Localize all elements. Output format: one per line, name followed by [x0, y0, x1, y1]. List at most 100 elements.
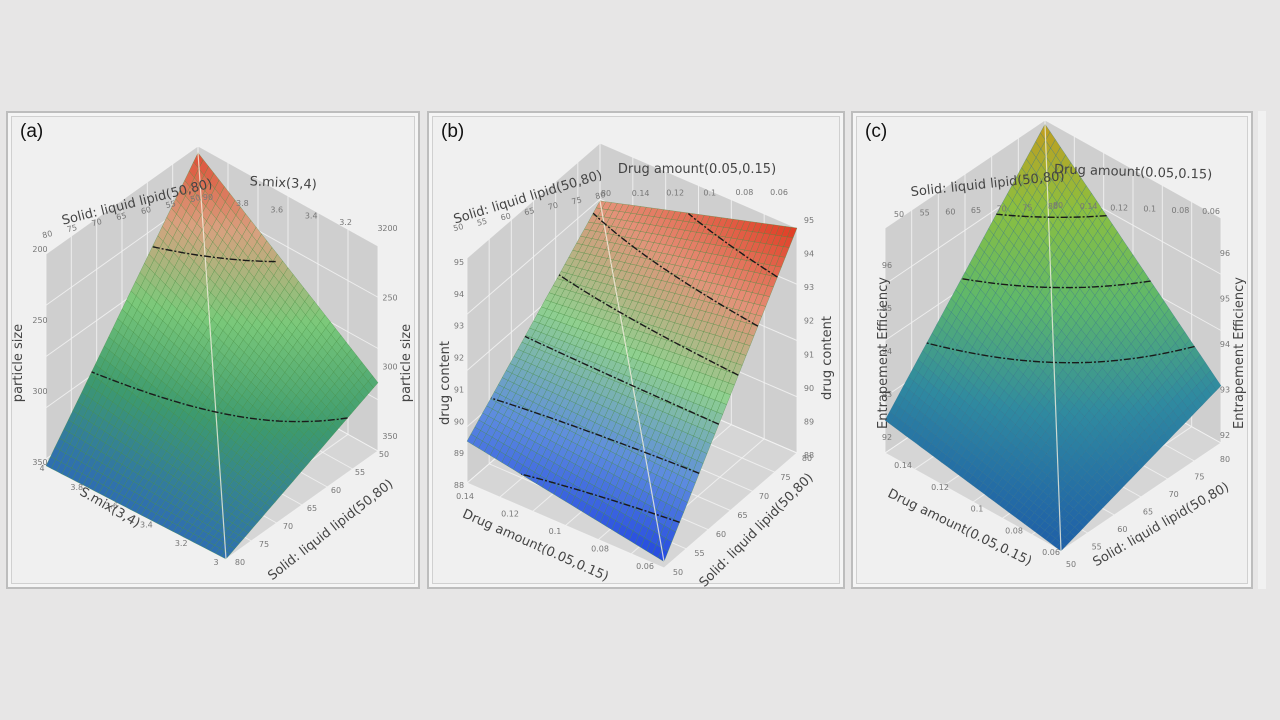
surface-plot-a: Solid: liquid lipid(50,80) S.mix(3,4)8075…: [11, 145, 414, 584]
tick-label: 3.2: [175, 539, 188, 548]
z-tick-label: 93: [882, 390, 892, 399]
tick-label: 80: [1220, 455, 1230, 464]
tick-label: 80: [235, 558, 245, 567]
z-axis-title-left: drug content: [438, 341, 453, 425]
tick-label: 75: [571, 195, 583, 206]
tick-label: 0.08: [591, 545, 609, 554]
x-axis-title-top: Drug amount(0.05,0.15): [618, 162, 776, 177]
tick-label: 55: [694, 549, 704, 558]
surface-diagonal: [1044, 124, 1062, 552]
z-tick-label: 95: [1220, 295, 1230, 304]
tick-label: 50: [673, 568, 683, 577]
tick-label: 0.06: [1202, 207, 1220, 216]
tick-label: 65: [307, 504, 317, 513]
tick-label: 50: [1066, 560, 1076, 569]
tick-label: 0.12: [931, 483, 949, 492]
surface-diagonal: [599, 200, 665, 562]
tick-label: 55: [165, 199, 177, 210]
tick-label: 3.4: [305, 212, 318, 221]
tick-label: 80: [594, 190, 606, 201]
z-tick-label: 96: [882, 261, 892, 270]
tick-label: 3: [377, 224, 382, 233]
wall-gridline: [466, 142, 798, 259]
tick-label: 60: [331, 486, 341, 495]
z-tick-label: 300: [32, 387, 47, 396]
tick-label: 3.8: [70, 483, 83, 492]
z-axis-title-right: Entrapement Efficiency: [1232, 277, 1247, 429]
tick-label: 0.14: [456, 492, 474, 501]
contour-line: [490, 397, 700, 474]
tick-label: 0.08: [735, 188, 753, 197]
tick-label: 75: [780, 473, 790, 482]
floor-gridline: [884, 452, 1062, 552]
tick-label: 60: [716, 530, 726, 539]
tick-label: 65: [115, 211, 127, 222]
tick-label: 60: [140, 205, 152, 216]
response-surface: [884, 123, 1222, 552]
contour-line: [961, 277, 1151, 289]
tick-label: 55: [920, 209, 930, 218]
z-tick-label: 94: [454, 290, 464, 299]
tick-label: 70: [997, 205, 1007, 214]
tick-label: 65: [737, 511, 747, 520]
z-tick-label: 93: [1220, 386, 1230, 395]
tick-label: 80: [41, 229, 53, 240]
tick-label: 0.06: [770, 188, 788, 197]
tick-label: 70: [91, 217, 103, 228]
tick-label: 75: [1022, 203, 1032, 212]
tick-label: 50: [189, 193, 201, 204]
tick-label: 65: [1143, 508, 1153, 517]
z-tick-label: 88: [454, 481, 464, 490]
panel-c: (c) Solid: liquid lipid(50,80) Drug amoun…: [851, 111, 1253, 589]
z-tick-label: 91: [454, 385, 464, 394]
contour-line: [592, 212, 759, 327]
z-tick-label: 300: [382, 363, 397, 372]
z-tick-label: 89: [454, 449, 464, 458]
tick-label: 80: [802, 454, 812, 463]
tick-label: 65: [971, 206, 981, 215]
z-tick-label: 92: [882, 433, 892, 442]
z-tick-label: 94: [804, 250, 814, 259]
z-tick-label: 94: [1220, 340, 1230, 349]
x-axis-title-top: Drug amount(0.05,0.15): [1054, 162, 1213, 183]
tick-label: 55: [1092, 543, 1102, 552]
tick-label: 0.14: [1080, 202, 1098, 211]
contour-line: [926, 342, 1195, 364]
tick-label: 0.1: [549, 527, 562, 536]
tick-label: 0.12: [1110, 203, 1128, 212]
tick-label: 0.12: [501, 510, 519, 519]
tick-label: 0.08: [1005, 526, 1023, 535]
tick-label: 75: [259, 540, 269, 549]
tick-label: 60: [500, 211, 512, 222]
z-axis-title-left: Entrapement Efficiency: [876, 277, 891, 429]
panel-b: (b) Solid: liquid lipid(50,80) Drug amoun…: [427, 111, 845, 590]
z-tick-label: 92: [804, 317, 814, 326]
tick-label: 3.6: [270, 205, 283, 214]
z-tick-label: 350: [32, 458, 47, 467]
z-tick-label: 92: [1220, 431, 1230, 440]
contour-line: [996, 213, 1107, 219]
tick-label: 65: [523, 206, 535, 217]
wall-gridline: [45, 145, 379, 255]
tick-label: 80: [1053, 201, 1063, 210]
floor-gridline: [466, 482, 665, 569]
z-tick-label: 89: [804, 417, 814, 426]
z-tick-label: 93: [804, 283, 814, 292]
tick-label: 50: [894, 210, 904, 219]
tick-label: 50: [452, 222, 464, 233]
wall-gridline: [884, 119, 1222, 229]
tick-label: 80: [1048, 202, 1058, 211]
tick-label: 0.1: [1143, 205, 1156, 214]
contour-line: [152, 246, 276, 263]
contour-line: [558, 274, 739, 376]
tick-label: 0.1: [703, 188, 716, 197]
tick-label: 75: [66, 223, 78, 234]
page-margin: [1258, 111, 1266, 589]
tick-label: 3.4: [140, 520, 153, 529]
panel-label: (c): [865, 121, 888, 142]
surface-plot-b: Solid: liquid lipid(50,80) Drug amount(0.…: [438, 142, 835, 590]
z-tick-label: 95: [804, 216, 814, 225]
z-tick-label: 93: [454, 322, 464, 331]
contour-line: [524, 335, 720, 425]
tick-label: 80: [601, 189, 611, 198]
